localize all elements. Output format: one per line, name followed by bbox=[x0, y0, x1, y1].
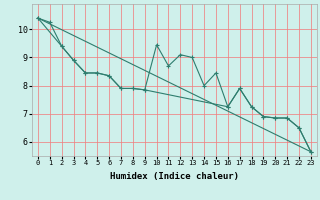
X-axis label: Humidex (Indice chaleur): Humidex (Indice chaleur) bbox=[110, 172, 239, 181]
